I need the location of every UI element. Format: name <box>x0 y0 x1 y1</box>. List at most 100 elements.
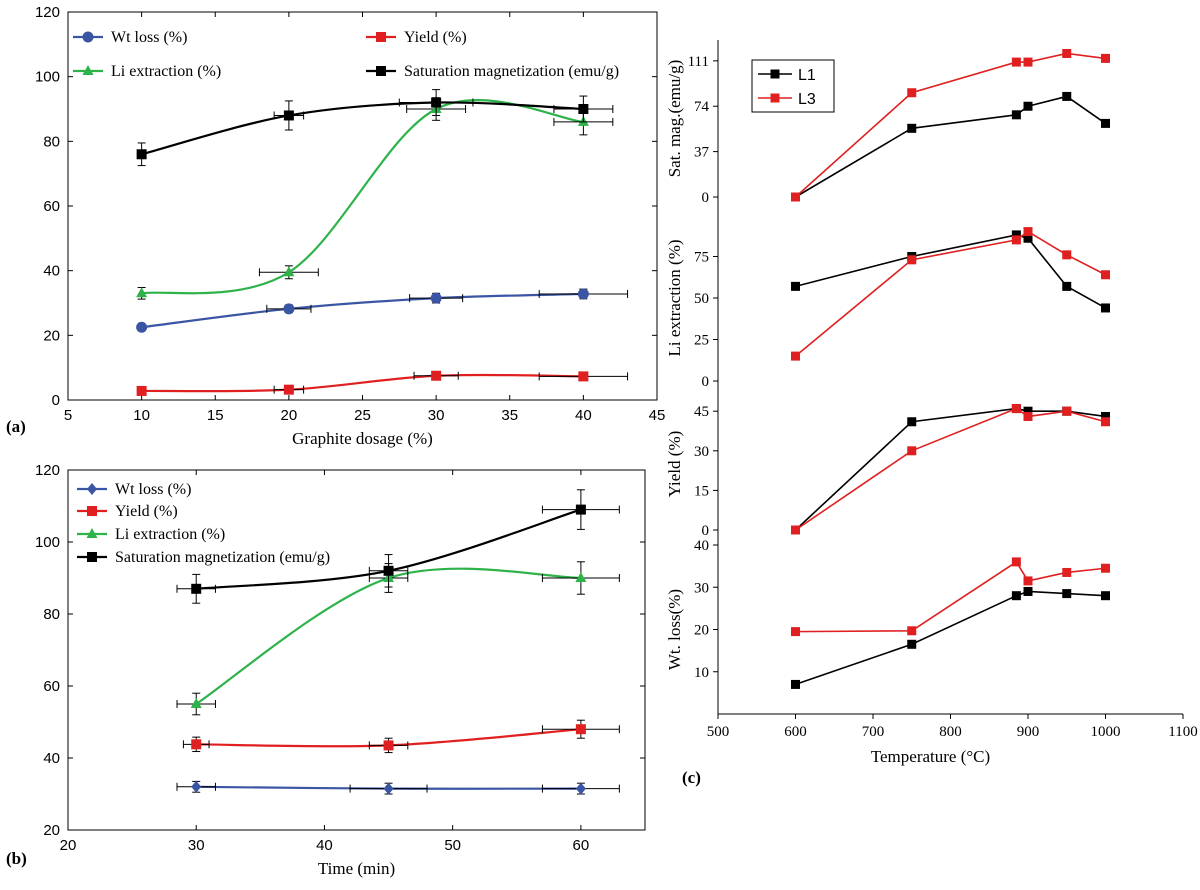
data-point <box>431 97 442 108</box>
x-tick-label: 600 <box>784 724 807 740</box>
data-point <box>136 321 148 333</box>
data-point <box>791 679 800 689</box>
y-tick-label: 0 <box>702 523 710 539</box>
y-axis-label: Li extraction (%) <box>665 239 684 356</box>
x-tick-label: 1100 <box>1168 724 1197 740</box>
data-point <box>283 110 294 121</box>
legend-box <box>751 59 835 113</box>
data-point <box>1011 230 1021 240</box>
legend-label: L1 <box>798 67 816 84</box>
data-point <box>1101 53 1110 63</box>
data-point <box>791 627 800 637</box>
series-li-extraction <box>176 561 620 716</box>
data-point <box>907 255 917 265</box>
x-tick-label: 20 <box>281 407 298 424</box>
y-axis-label: Yield (%) <box>665 431 684 498</box>
data-point <box>1023 406 1033 416</box>
data-point <box>578 371 589 382</box>
data-point <box>577 288 589 300</box>
y-axis-label: Wt. loss(%) <box>665 589 684 670</box>
y-tick-label: 50 <box>694 291 709 307</box>
legend-label: Saturation magnetization (emu/g) <box>115 549 330 566</box>
data-point <box>1023 233 1033 243</box>
y-tick-label: 15 <box>694 483 709 499</box>
series-li-extraction <box>136 97 614 300</box>
data-point <box>383 740 394 751</box>
data-point <box>575 724 586 735</box>
data-point <box>1023 586 1033 596</box>
data-point <box>1101 303 1110 313</box>
data-point <box>283 266 295 277</box>
data-point <box>136 287 148 298</box>
legend-marker <box>376 66 386 76</box>
series-l1 <box>791 404 1110 535</box>
data-point <box>190 698 202 708</box>
x-tick-label: 800 <box>939 724 962 740</box>
data-point <box>1011 557 1021 567</box>
series-line <box>794 230 1106 357</box>
data-point <box>907 123 917 133</box>
x-axis-label: Graphite dosage (%) <box>292 429 433 448</box>
y-tick-label: 40 <box>694 538 709 554</box>
x-tick-label: 30 <box>188 837 205 854</box>
y-tick-label: 60 <box>43 198 60 215</box>
series-line <box>141 101 584 156</box>
legend: Wt loss (%) Yield (%) Li extraction (%) Sat… <box>77 481 330 566</box>
x-tick-label: 900 <box>1017 724 1040 740</box>
legend-marker <box>82 65 94 75</box>
panel-b: 20 30 40 50 60 20 40 60 80 100 120 Time (min) (b) Wt … <box>6 462 646 878</box>
x-tick-label: 35 <box>501 407 518 424</box>
data-point <box>283 384 294 395</box>
data-point <box>1062 406 1072 416</box>
panel-label: (a) <box>6 417 26 436</box>
data-point <box>1101 591 1110 601</box>
data-point <box>1023 411 1033 421</box>
series-l3 <box>791 227 1110 361</box>
x-tick-label: 700 <box>862 724 885 740</box>
data-point <box>1101 417 1110 427</box>
x-tick-label: 15 <box>207 407 224 424</box>
series-line <box>794 52 1106 198</box>
series-yield <box>136 370 629 396</box>
y-tick-label: 75 <box>694 250 709 266</box>
data-point <box>1011 110 1021 120</box>
data-point <box>907 639 917 649</box>
series-line <box>141 292 584 329</box>
legend-marker <box>87 506 97 516</box>
data-point <box>907 417 917 427</box>
data-point <box>1023 101 1033 111</box>
y-tick-label: 111 <box>688 54 709 70</box>
y-tick-label: 10 <box>694 665 709 681</box>
data-point <box>191 780 202 793</box>
y-tick-label: 25 <box>694 333 709 349</box>
y-tick-label: 40 <box>43 263 60 280</box>
data-point <box>430 292 442 304</box>
panel-a: 5 10 15 20 25 30 35 40 45 0 20 40 60 80 100 120 Graphite… <box>6 4 665 448</box>
data-point <box>1101 563 1110 573</box>
data-point <box>1011 404 1021 414</box>
y-tick-label: 100 <box>35 534 60 551</box>
series-wt-loss <box>136 288 629 333</box>
data-point <box>283 303 295 315</box>
series-yield <box>182 719 620 754</box>
y-tick-label: 80 <box>43 606 60 623</box>
series-saturation-magnetization-emu-g <box>176 489 620 604</box>
data-point <box>907 88 917 98</box>
y-tick-label: 45 <box>694 404 709 420</box>
x-tick-label: 40 <box>575 407 592 424</box>
legend-marker <box>770 93 780 103</box>
legend-marker <box>82 31 94 43</box>
y-tick-label: 20 <box>43 327 60 344</box>
data-point <box>907 446 917 456</box>
series-line <box>795 560 1106 633</box>
legend-label: Yield (%) <box>404 29 467 46</box>
x-tick-label: 5 <box>64 407 72 424</box>
x-tick-label: 10 <box>133 407 150 424</box>
data-point <box>791 525 800 535</box>
legend-marker <box>376 32 386 42</box>
series-line <box>795 590 1106 686</box>
y-tick-label: 40 <box>43 750 60 767</box>
data-point <box>431 370 442 381</box>
x-tick-label: 50 <box>444 837 461 854</box>
